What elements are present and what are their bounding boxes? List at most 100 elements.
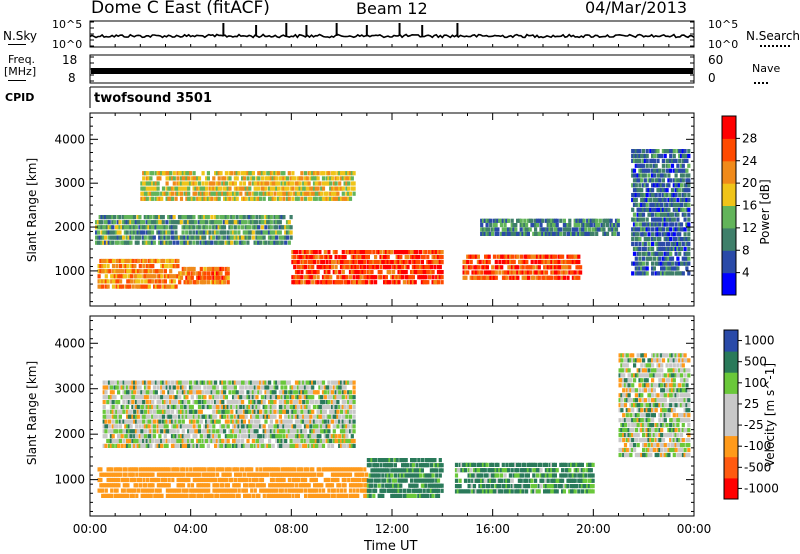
echo-cell [638, 261, 642, 266]
echo-cell [643, 183, 647, 188]
echo-cell [363, 265, 367, 270]
echo-cell [199, 240, 203, 245]
echo-cell [474, 478, 478, 483]
echo-cell [548, 227, 552, 232]
echo-cell [135, 467, 139, 472]
echo-cell [126, 409, 130, 414]
echo-cell [575, 223, 579, 228]
echo-cell [156, 493, 160, 498]
echo-cell [278, 483, 283, 488]
echo-cell [498, 259, 502, 265]
echo-cell [638, 222, 642, 227]
echo-cell [539, 227, 543, 232]
echo-cell [208, 429, 212, 434]
echo-cell [109, 395, 113, 400]
echo-cell [117, 483, 121, 488]
echo-cell [658, 232, 662, 237]
echo-cell [285, 220, 290, 225]
echo-cell [125, 230, 129, 235]
echo-cell [307, 191, 311, 196]
echo-cell [208, 235, 212, 240]
echo-cell [658, 183, 662, 188]
echo-cell [665, 266, 669, 271]
echo-cell [291, 472, 295, 477]
echo-cell [147, 483, 151, 488]
echo-cell [361, 477, 365, 483]
echo-cell [143, 196, 148, 201]
echo-cell [415, 463, 419, 468]
echo-cell [587, 462, 592, 467]
echo-cell [303, 275, 308, 280]
echo-cell [454, 489, 459, 494]
echo-cell [548, 231, 552, 236]
echo-cell [384, 473, 388, 478]
echo-cell [196, 443, 200, 448]
echo-cell [312, 171, 317, 176]
echo-cell [683, 227, 687, 232]
echo-cell [658, 193, 662, 198]
echo-cell [255, 235, 259, 240]
echo-cell [401, 463, 405, 468]
echo-cell [106, 385, 110, 390]
echo-cell [647, 246, 651, 251]
echo-cell [219, 230, 223, 235]
echo-cell [242, 235, 246, 240]
echo-cell [404, 478, 408, 483]
echo-cell [111, 424, 115, 429]
echo-cell [375, 250, 379, 255]
echo-cell [156, 279, 160, 284]
echo-cell [329, 467, 333, 472]
echo-cell [284, 191, 288, 196]
echo-cell [665, 193, 669, 198]
echo-cell [327, 176, 331, 181]
echo-cell [377, 275, 381, 280]
echo-cell [352, 181, 356, 186]
echo-cell [357, 255, 361, 260]
echo-cell [257, 176, 261, 181]
echo-cell [237, 220, 241, 225]
echo-cell [257, 472, 261, 477]
echo-cell [181, 176, 185, 181]
echo-cell [501, 227, 505, 232]
echo-cell [169, 258, 173, 264]
echo-cell [687, 178, 691, 183]
echo-cell [174, 235, 178, 240]
echo-cell [152, 385, 157, 390]
echo-cell [663, 237, 667, 242]
echo-cell [632, 202, 637, 207]
echo-cell [257, 186, 261, 191]
echo-cell [419, 270, 423, 275]
echo-cell [562, 231, 566, 236]
echo-cell [296, 196, 300, 201]
echo-cell [294, 280, 299, 285]
echo-cell [544, 489, 548, 494]
echo-cell [525, 484, 529, 489]
echo-cell [320, 186, 324, 191]
echo-cell [368, 280, 372, 285]
echo-cell [573, 489, 577, 494]
echo-cell [390, 493, 394, 498]
echo-cell [401, 270, 405, 275]
echo-cell [287, 196, 291, 201]
echo-cell [296, 176, 300, 181]
echo-cell [352, 270, 356, 275]
echo-cell [365, 250, 369, 255]
echo-cell [559, 484, 563, 489]
echo-cell [494, 270, 498, 275]
echo-cell [275, 493, 279, 498]
echo-cell [128, 269, 132, 274]
echo-cell [196, 472, 200, 477]
echo-cell [654, 183, 658, 188]
echo-cell [320, 493, 324, 498]
echo-cell [298, 181, 302, 186]
echo-cell [577, 275, 581, 280]
echo-cell [670, 217, 675, 222]
echo-cell [661, 193, 665, 198]
echo-cell [178, 493, 182, 498]
echo-cell [242, 171, 246, 176]
echo-cell [605, 218, 610, 223]
echo-cell [365, 488, 369, 493]
echo-cell [631, 183, 635, 188]
echo-cell [273, 230, 277, 235]
echo-cell [223, 472, 227, 477]
